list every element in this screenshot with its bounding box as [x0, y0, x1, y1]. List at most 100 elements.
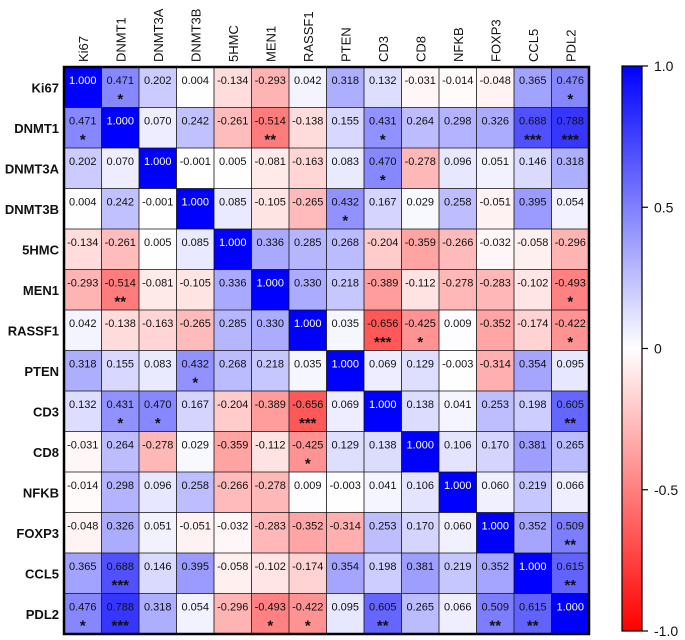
cell-fill — [439, 553, 477, 594]
cell-dnmt1-ccl5: 0.688 *** — [514, 107, 552, 149]
cell-fill — [326, 391, 364, 432]
cell-fill — [214, 350, 252, 391]
cell-value-label: -0.081 — [255, 156, 286, 168]
significance-marker: * — [305, 618, 311, 635]
cell-foxp3-rassf1: -0.352 — [289, 512, 327, 553]
cell-value-label: 0.167 — [181, 399, 209, 411]
cell-ccl5-5hmc: -0.058 — [214, 553, 252, 594]
cell-fill — [514, 593, 552, 634]
cell-fill — [289, 67, 327, 108]
cell-value-label: -0.058 — [217, 561, 248, 573]
cell-rassf1-dnmt3b: -0.265 — [176, 310, 214, 351]
cell-fill — [214, 67, 252, 108]
cell-ki67-men1: -0.293 — [251, 67, 289, 108]
cell-value-label: -0.112 — [405, 278, 435, 290]
cell-fill — [251, 310, 289, 351]
cell-fill — [251, 391, 289, 432]
cell-fill — [551, 593, 589, 634]
cell-fill — [214, 148, 252, 189]
cell-nfkb-cd8: 0.106 — [401, 472, 439, 513]
cell-value-label: 0.219 — [444, 561, 472, 573]
cell-value-label: 1.000 — [556, 602, 584, 614]
cell-pdl2-dnmt3a: 0.318 — [139, 593, 177, 634]
cell-men1-men1: 1.000 — [251, 269, 289, 310]
cell-rassf1-nfkb: 0.009 — [439, 310, 477, 351]
cell-cd3-ki67: 0.132 — [64, 391, 102, 432]
cell-value-label: -0.278 — [442, 278, 473, 290]
cell-value-label: 0.070 — [106, 156, 134, 168]
cell-value-label: 0.365 — [519, 75, 547, 87]
cell-5hmc-5hmc: 1.000 — [214, 229, 252, 270]
cell-fill — [551, 67, 589, 108]
cell-rassf1-rassf1: 1.000 — [289, 310, 327, 351]
cell-value-label: -0.163 — [292, 156, 323, 168]
cell-pten-nfkb: -0.003 — [439, 350, 477, 391]
cell-cd3-foxp3: 0.253 — [476, 391, 514, 432]
significance-marker: ** — [527, 618, 539, 635]
cell-dnmt1-cd3: 0.431 * — [364, 107, 402, 149]
cell-fill — [139, 188, 177, 229]
cell-value-label: 0.096 — [444, 156, 472, 168]
cell-fill — [476, 593, 514, 634]
cell-value-label: 0.054 — [181, 602, 209, 614]
cell-rassf1-pdl2: -0.422 * — [551, 310, 589, 351]
cell-pten-5hmc: 0.268 — [214, 350, 252, 391]
cell-rassf1-ki67: 0.042 — [64, 310, 102, 351]
cell-value-label: -0.163 — [142, 318, 173, 330]
cell-dnmt3b-rassf1: -0.265 — [289, 188, 327, 229]
cell-value-label: 1.000 — [481, 521, 509, 533]
cell-fill — [401, 512, 439, 553]
cell-value-label: 0.155 — [331, 116, 359, 128]
cell-dnmt1-dnmt1: 1.000 — [101, 107, 139, 148]
cell-rassf1-cd8: -0.425 * — [401, 310, 439, 351]
cell-fill — [476, 310, 514, 351]
cell-fill — [551, 269, 589, 310]
cell-ccl5-cd3: 0.198 — [364, 553, 402, 594]
cell-men1-pten: 0.218 — [326, 269, 364, 310]
cell-fill — [64, 431, 102, 472]
cell-value-label: 0.005 — [219, 156, 247, 168]
cell-value-label: 0.395 — [181, 561, 209, 573]
cell-value-label: 0.258 — [181, 480, 209, 492]
cell-fill — [439, 391, 477, 432]
cell-fill — [251, 350, 289, 391]
cell-foxp3-pten: -0.314 — [326, 512, 364, 553]
cell-fill — [289, 512, 327, 553]
cell-fill — [289, 269, 327, 310]
cell-ccl5-dnmt3a: 0.146 — [139, 553, 177, 594]
cell-men1-dnmt3b: -0.105 — [176, 269, 214, 310]
cell-fill — [326, 148, 364, 189]
cell-fill — [551, 553, 589, 594]
cell-fill — [326, 431, 364, 472]
cell-value-label: -0.266 — [442, 237, 473, 249]
cell-fill — [64, 148, 102, 189]
cell-value-label: 0.788 — [556, 116, 584, 128]
cell-fill — [401, 310, 439, 351]
column-label-ki67: Ki67 — [76, 36, 91, 62]
cell-pten-rassf1: 0.035 — [289, 350, 327, 391]
cell-5hmc-ccl5: -0.058 — [514, 229, 552, 270]
colorbar: 1.0 0.5 0 -0.5 -1.0 — [621, 58, 678, 639]
cell-value-label: 1.000 — [181, 197, 209, 209]
cell-value-label: 0.085 — [181, 237, 209, 249]
cell-fill — [364, 188, 402, 229]
cell-value-label: 0.132 — [369, 75, 397, 87]
cell-fill — [364, 431, 402, 472]
cell-fill — [139, 593, 177, 634]
cell-value-label: 0.330 — [256, 318, 284, 330]
cell-fill — [289, 472, 327, 513]
cell-value-label: 1.000 — [219, 237, 247, 249]
cell-cd8-dnmt3b: 0.029 — [176, 431, 214, 472]
cell-fill — [251, 107, 289, 148]
cell-value-label: 0.476 — [556, 75, 584, 87]
cell-cd8-5hmc: -0.359 — [214, 431, 252, 472]
cell-fill — [251, 553, 289, 594]
cell-pdl2-cd3: 0.605 ** — [364, 593, 402, 635]
cell-dnmt3a-men1: -0.081 — [251, 148, 289, 189]
cell-fill — [476, 472, 514, 513]
cell-fill — [476, 229, 514, 270]
cell-nfkb-dnmt3b: 0.258 — [176, 472, 214, 513]
cell-value-label: 0.688 — [106, 561, 134, 573]
cell-fill — [289, 593, 327, 634]
row-label-dnmt3a: DNMT3A — [5, 161, 60, 176]
